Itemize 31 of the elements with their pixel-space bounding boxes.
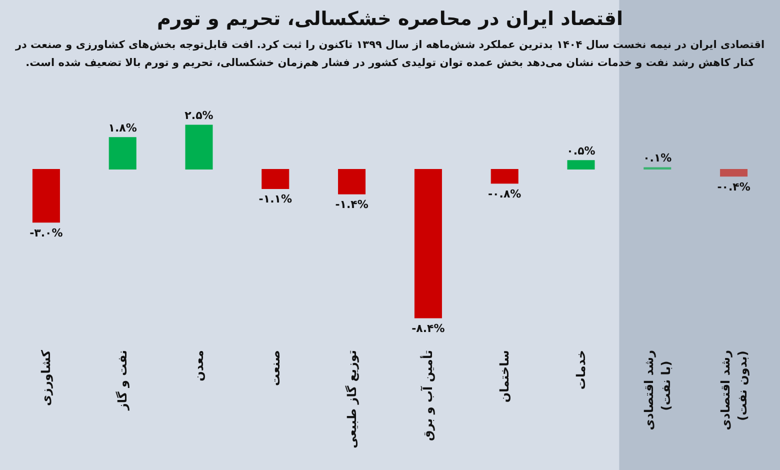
x-tick-label: کشاورزی (39, 350, 54, 406)
x-tick-label: ساختمان (498, 350, 512, 403)
data-label: -۱.۱% (258, 192, 292, 206)
bar (567, 160, 595, 170)
data-label: ۱.۸% (108, 121, 137, 134)
bar (490, 169, 518, 184)
x-tick-label: رشد اقتصادی (بدون نفت) (718, 350, 750, 430)
bar (262, 169, 290, 189)
data-label: -۸.۴% (412, 322, 445, 335)
x-tick-label: توزیع گاز طبیعی (344, 350, 359, 448)
x-tick-label: معدن (192, 350, 206, 382)
bar (32, 169, 60, 223)
bar (720, 169, 748, 177)
bar (185, 124, 213, 170)
chart-title: اقتصاد ایران در محاصره خشکسالی، تحریم و تورم (156, 8, 624, 30)
data-label: ۰.۵% (566, 144, 596, 158)
x-tick-label: صنعت (268, 350, 282, 386)
x-tick-label: تأمین آب و برق (420, 350, 436, 442)
data-label: ۰.۱% (643, 151, 672, 164)
x-tick-label: رشد اقتصادی (با نفت) (642, 350, 673, 430)
data-label: -۳.۰% (30, 226, 63, 240)
bar (108, 137, 136, 170)
bar (338, 169, 366, 194)
chart-subtitle: اقتصادی ایران در نیمه نخست سال ۱۴۰۴ بدترین عملکرد شش‌ماهه از سال ۱۳۹۹ تاکنون را ثبت کرد. افت قابل‌توجه بخش‌های کشاورزی و صنعت در کنار کاهش رشد نفت و خدمات نشان می‌دهد بخش عمده توان تولیدی کشور در فشار هم‌زمان خشکسالی، تحریم و تورم بالا تضعیف شده است. (14, 38, 766, 71)
x-tick-label: خدمات (574, 350, 588, 390)
data-label: -۱.۴% (335, 198, 368, 212)
data-label: ۲.۵% (184, 109, 214, 122)
data-label: -۰.۴% (717, 180, 750, 194)
bar (414, 169, 442, 318)
x-tick-label: نفت و گاز (116, 350, 130, 412)
data-label: -۰.۸% (488, 187, 522, 200)
